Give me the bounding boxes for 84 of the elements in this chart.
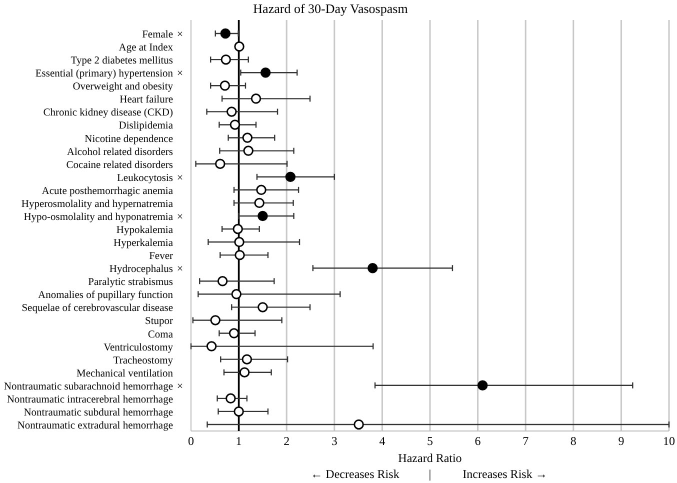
y-tick-label: Overweight and obesity [72, 82, 174, 93]
y-tick-label: Hypo-osmolality and hyponatremia [24, 212, 174, 223]
point [256, 184, 266, 196]
text: | [428, 467, 432, 481]
y-tick-label: Hypokalemia [116, 225, 174, 236]
text: × [176, 263, 184, 276]
x-tick-label: 9 [618, 434, 624, 448]
y-tick-label: Hyperosmolality and hypernatremia [21, 198, 174, 210]
point [368, 262, 378, 274]
point [206, 341, 217, 352]
y-tick-label: Ventriculostomy [104, 342, 174, 354]
text: × [176, 210, 184, 223]
y-tick-label: Tracheostomy [113, 355, 174, 366]
y-tick-label: Anomalies of pupillary function [38, 290, 174, 302]
text: × [176, 68, 184, 80]
chart-title: Hazard of 30-Day Vasospasm [253, 1, 408, 16]
point [234, 250, 245, 260]
point [220, 28, 231, 39]
y-tick-label: Nontraumatic intracerebral hemorrhage [6, 394, 174, 406]
point [285, 172, 296, 182]
point [215, 158, 226, 169]
point [354, 419, 364, 430]
y-tick-label: Leukocytosis [117, 172, 173, 184]
y-tick-label: Female [142, 30, 174, 41]
y-tick-label: Nontraumatic subdural hemorrhage [24, 407, 174, 418]
y-tick-label: Mechanical ventilation [76, 368, 174, 380]
point [243, 146, 254, 156]
x-axis-title: Hazard Ratio [398, 451, 462, 465]
text: × [176, 172, 184, 184]
y-tick-label: Age at Index [118, 42, 174, 54]
point [258, 302, 268, 312]
point [239, 367, 250, 378]
text: × [176, 28, 184, 41]
x-tick-label: 8 [570, 434, 576, 448]
x-tick-label: 3 [331, 434, 338, 448]
point [231, 289, 242, 300]
y-tick-label: Nicotine dependence [84, 134, 174, 145]
point [250, 94, 262, 104]
y-tick-label: Alcohol related disorders [66, 146, 173, 158]
point [217, 276, 228, 286]
y-tick-label: Cocaine related disorders [66, 160, 173, 171]
y-tick-label: Sequelae of cerebrovascular disease [22, 303, 174, 314]
point [230, 120, 240, 130]
point [242, 132, 253, 143]
x-tick-label: 2 [284, 434, 290, 448]
point [220, 80, 230, 91]
x-tick-label: 10 [663, 434, 675, 448]
y-tick-label: Paralytic strabismus [88, 277, 173, 288]
point [242, 354, 252, 364]
point [232, 224, 243, 234]
y-tick-label: Fever [149, 251, 174, 262]
point [226, 106, 237, 117]
x-tick-label: 4 [379, 434, 386, 448]
point [220, 54, 232, 65]
text: Increases Risk → [462, 467, 548, 481]
point [210, 315, 220, 326]
y-tick-label: Nontraumatic subarachnoid hemorrhage [4, 381, 174, 392]
y-tick-label: Essential (primary) hypertension [35, 68, 174, 80]
point [477, 380, 488, 390]
y-tick-label: Acute posthemorrhagic anemia [42, 186, 174, 197]
x-tick-label: 0 [188, 434, 194, 448]
point [260, 68, 271, 78]
y-tick-label: Hydrocephalus [109, 264, 173, 276]
x-tick-label: 5 [427, 434, 433, 448]
point [226, 393, 236, 404]
y-tick-label: Nontraumatic extradural hemorrhage [17, 420, 174, 432]
point [234, 406, 244, 417]
point [234, 41, 244, 52]
point [258, 210, 268, 222]
x-tick-label: 1 [236, 434, 242, 448]
y-tick-label: Chronic kidney disease (CKD) [43, 108, 174, 119]
y-tick-label: Hyperkalemia [114, 238, 174, 250]
y-tick-label: Type 2 diabetes mellitus [70, 56, 173, 67]
point [254, 198, 264, 208]
text: ← Decreases Risk [310, 467, 400, 481]
x-tick-label: 6 [474, 434, 481, 448]
text: × [176, 380, 184, 392]
point [228, 328, 240, 338]
y-tick-label: Stupor [144, 316, 174, 328]
y-tick-label: Heart failure [120, 94, 174, 106]
x-tick-label: 7 [522, 434, 529, 448]
y-tick-label: Coma [148, 329, 174, 340]
y-tick-label: Dislipidemia [118, 120, 174, 132]
point [234, 236, 244, 248]
